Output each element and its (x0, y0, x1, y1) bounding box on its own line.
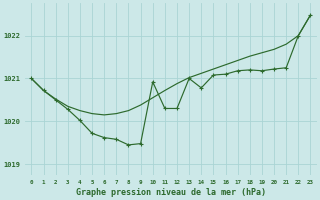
X-axis label: Graphe pression niveau de la mer (hPa): Graphe pression niveau de la mer (hPa) (76, 188, 266, 197)
